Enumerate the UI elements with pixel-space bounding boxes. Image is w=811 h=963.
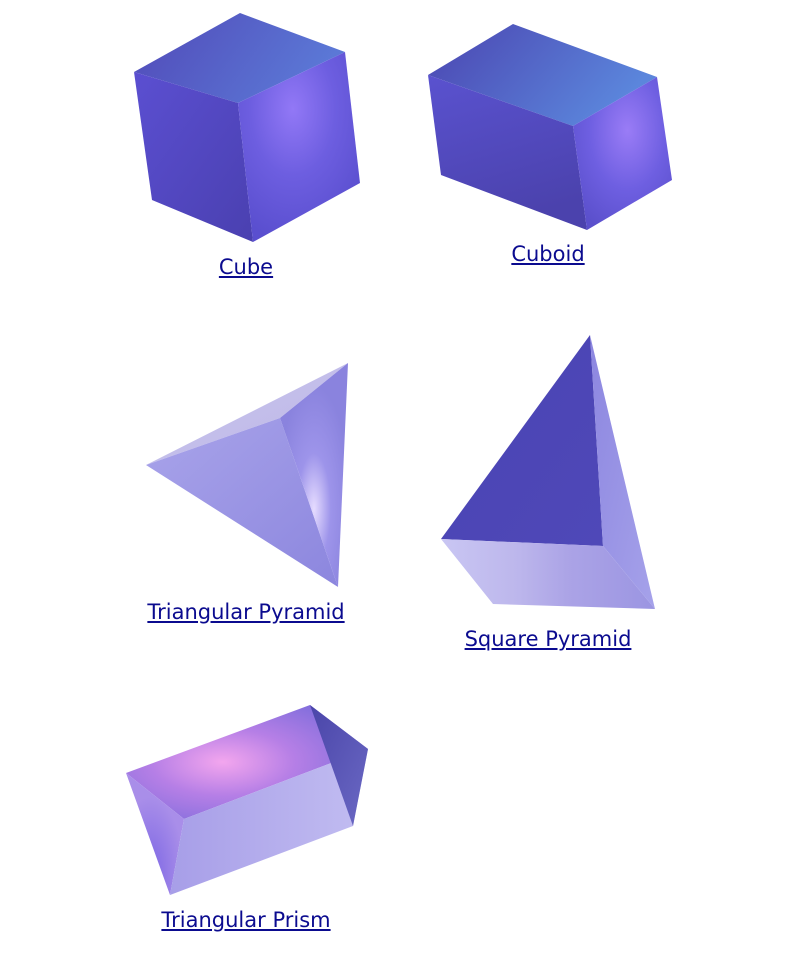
cuboid-link[interactable]: Cuboid [511,242,585,266]
square-pyramid-link[interactable]: Square Pyramid [464,627,632,651]
triangular-prism-link[interactable]: Triangular Prism [161,908,331,932]
triangular-pyramid-icon [146,363,348,587]
cuboid-icon [428,24,672,230]
triangular-pyramid-link[interactable]: Triangular Pyramid [147,600,345,624]
triangular-prism-icon [126,705,368,895]
cube-icon [134,13,360,242]
cube-link[interactable]: Cube [218,255,274,279]
square-pyramid-icon [441,335,655,609]
